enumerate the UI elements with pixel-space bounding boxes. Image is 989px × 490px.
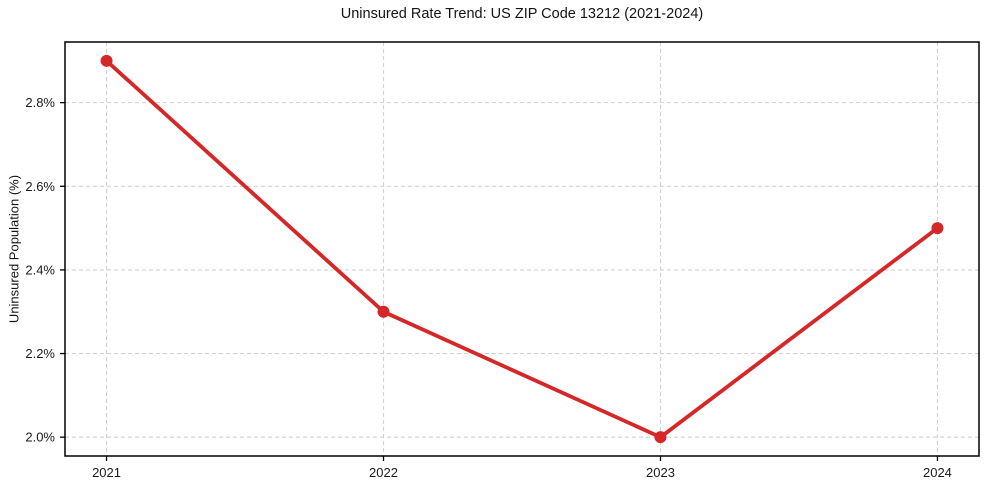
data-point-marker — [931, 222, 944, 235]
trend-line — [104, 58, 940, 440]
y-tick-label: 2.6% — [25, 179, 55, 194]
x-tick-label: 2021 — [92, 465, 121, 480]
chart-title: Uninsured Rate Trend: US ZIP Code 13212 … — [340, 6, 704, 22]
x-tick-label: 2023 — [646, 465, 675, 480]
y-tick-label: 2.2% — [25, 346, 55, 361]
y-tick-label: 2.0% — [25, 430, 55, 445]
y-tick-label: 2.8% — [25, 95, 55, 110]
data-point-marker — [654, 431, 667, 444]
plot-border — [64, 41, 980, 457]
x-tick-label: 2024 — [923, 465, 952, 480]
x-tick-label: 2022 — [369, 465, 398, 480]
y-tick-label: 2.4% — [25, 262, 55, 277]
data-point-marker — [100, 54, 113, 67]
data-point-marker — [377, 305, 390, 318]
